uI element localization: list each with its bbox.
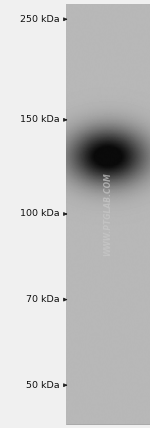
Text: WWW.PTGLAB.COM: WWW.PTGLAB.COM	[103, 172, 112, 256]
Text: 250 kDa: 250 kDa	[20, 15, 60, 24]
Text: 150 kDa: 150 kDa	[20, 115, 60, 125]
Bar	[66, 4, 150, 424]
Text: 70 kDa: 70 kDa	[26, 295, 60, 304]
Text: 100 kDa: 100 kDa	[20, 209, 60, 219]
Text: 50 kDa: 50 kDa	[26, 380, 60, 390]
